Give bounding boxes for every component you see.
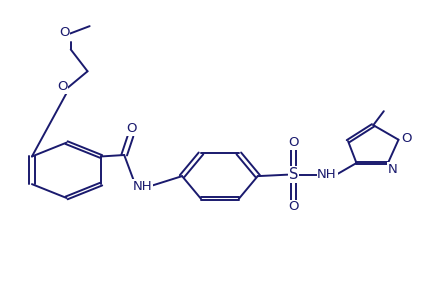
Text: O: O [288, 200, 299, 213]
Text: N: N [387, 163, 397, 176]
Text: O: O [288, 136, 299, 149]
Text: NH: NH [317, 168, 337, 181]
Text: S: S [289, 167, 298, 182]
Text: O: O [126, 122, 137, 135]
Text: NH: NH [132, 180, 152, 193]
Text: O: O [59, 26, 70, 39]
Text: O: O [57, 80, 68, 93]
Text: O: O [402, 132, 412, 145]
